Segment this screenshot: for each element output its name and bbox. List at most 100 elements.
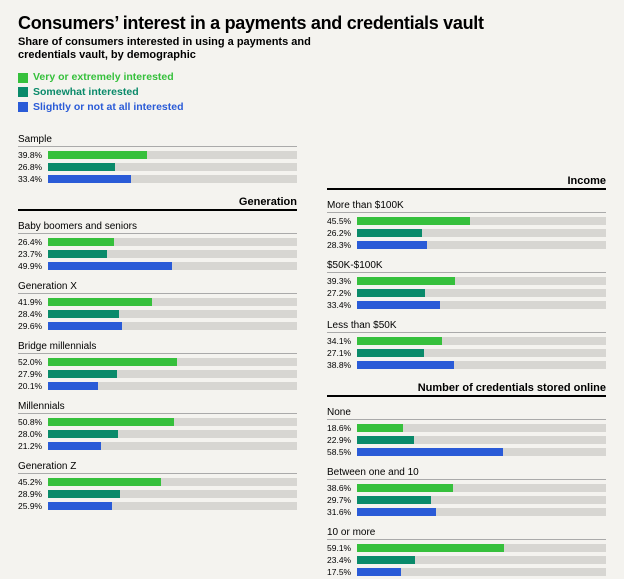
bar-track — [48, 175, 297, 183]
group-label: Sample — [18, 134, 297, 147]
bar-value: 33.4% — [327, 300, 357, 310]
bar-fill — [48, 370, 117, 378]
bar-row: 52.0% — [18, 357, 297, 367]
bar-track — [357, 277, 606, 285]
bar-track — [48, 250, 297, 258]
bar-row: 27.1% — [327, 348, 606, 358]
bar-track — [357, 217, 606, 225]
bar-group: More than $100K45.5%26.2%28.3% — [327, 200, 606, 250]
bar-track — [357, 301, 606, 309]
bar-value: 23.4% — [327, 555, 357, 565]
bar-value: 22.9% — [327, 435, 357, 445]
bar-track — [357, 349, 606, 357]
bar-value: 38.8% — [327, 360, 357, 370]
bar-fill — [48, 418, 174, 426]
bar-row: 59.1% — [327, 543, 606, 553]
section-header: Income — [327, 175, 606, 190]
bar-value: 38.6% — [327, 483, 357, 493]
bar-group: $50K-$100K 39.3% 27.2% 33.4% — [327, 260, 606, 310]
bar-track — [48, 418, 297, 426]
chart-subtitle: Share of consumers interested in using a… — [18, 36, 358, 62]
bar-fill — [48, 298, 152, 306]
bar-track — [48, 382, 297, 390]
bar-value: 21.2% — [18, 441, 48, 451]
bar-group: Millennials50.8%28.0%21.2% — [18, 401, 297, 451]
bar-fill — [48, 430, 118, 438]
bar-track — [357, 508, 606, 516]
bar-track — [48, 298, 297, 306]
bar-track — [357, 337, 606, 345]
bar-value: 45.2% — [18, 477, 48, 487]
bar-row: 26.2% — [327, 228, 606, 238]
group-label: Generation X — [18, 281, 297, 294]
bar-row: 45.5% — [327, 216, 606, 226]
bar-value: 28.3% — [327, 240, 357, 250]
bar-row: 33.4% — [18, 174, 297, 184]
group-label: None — [327, 407, 606, 420]
bar-group: Generation X41.9%28.4%29.6% — [18, 281, 297, 331]
bar-row: 33.4% — [327, 300, 606, 310]
bar-row: 38.6% — [327, 483, 606, 493]
legend-label: Somewhat interested — [33, 85, 139, 100]
bar-row: 28.3% — [327, 240, 606, 250]
bar-value: 29.7% — [327, 495, 357, 505]
chart-title: Consumers’ interest in a payments and cr… — [18, 14, 606, 34]
bar-group: Between one and 1038.6%29.7%31.6% — [327, 467, 606, 517]
bar-group: Bridge millennials52.0%27.9%20.1% — [18, 341, 297, 391]
bar-row: 34.1% — [327, 336, 606, 346]
legend-item: Slightly or not at all interested — [18, 100, 606, 115]
bar-track — [48, 430, 297, 438]
bar-fill — [357, 241, 427, 249]
bar-fill — [357, 508, 436, 516]
bar-fill — [357, 484, 453, 492]
group-label: 10 or more — [327, 527, 606, 540]
bar-group: Less than $50K 34.1% 27.1% 38.8% — [327, 320, 606, 370]
legend-swatch — [18, 87, 28, 97]
bar-row: 20.1% — [18, 381, 297, 391]
bar-group: Sample 39.8% 26.8% 33.4% — [18, 134, 297, 184]
legend-label: Slightly or not at all interested — [33, 100, 184, 115]
bar-value: 34.1% — [327, 336, 357, 346]
bar-track — [48, 163, 297, 171]
bar-fill — [48, 358, 177, 366]
bar-track — [357, 556, 606, 564]
bar-row: 25.9% — [18, 501, 297, 511]
bar-row: 22.9% — [327, 435, 606, 445]
bar-row: 39.3% — [327, 276, 606, 286]
bar-row: 28.0% — [18, 429, 297, 439]
bar-fill — [357, 217, 470, 225]
bar-fill — [357, 361, 454, 369]
bar-track — [357, 448, 606, 456]
bar-fill — [357, 424, 403, 432]
bar-track — [48, 238, 297, 246]
group-label: $50K-$100K — [327, 260, 606, 273]
group-label: Baby boomers and seniors — [18, 221, 297, 234]
legend-item: Somewhat interested — [18, 85, 606, 100]
bar-fill — [48, 250, 107, 258]
bar-track — [357, 229, 606, 237]
bar-value: 29.6% — [18, 321, 48, 331]
bar-value: 31.6% — [327, 507, 357, 517]
bar-value: 26.8% — [18, 162, 48, 172]
group-label: Less than $50K — [327, 320, 606, 333]
legend-swatch — [18, 102, 28, 112]
bar-track — [48, 502, 297, 510]
bar-row: 50.8% — [18, 417, 297, 427]
bar-value: 33.4% — [18, 174, 48, 184]
bar-row: 49.9% — [18, 261, 297, 271]
bar-value: 39.8% — [18, 150, 48, 160]
bar-row: 27.2% — [327, 288, 606, 298]
bar-track — [357, 361, 606, 369]
left-column: Sample39.8%26.8%33.4%GenerationBaby boom… — [18, 118, 297, 579]
bar-value: 28.4% — [18, 309, 48, 319]
legend: Very or extremely interestedSomewhat int… — [18, 70, 606, 114]
section-header: Number of credentials stored online — [327, 382, 606, 397]
bar-track — [357, 289, 606, 297]
bar-track — [48, 322, 297, 330]
bar-track — [357, 241, 606, 249]
legend-swatch — [18, 73, 28, 83]
bar-value: 28.9% — [18, 489, 48, 499]
bar-row: 38.8% — [327, 360, 606, 370]
bar-fill — [48, 322, 122, 330]
bar-value: 27.2% — [327, 288, 357, 298]
